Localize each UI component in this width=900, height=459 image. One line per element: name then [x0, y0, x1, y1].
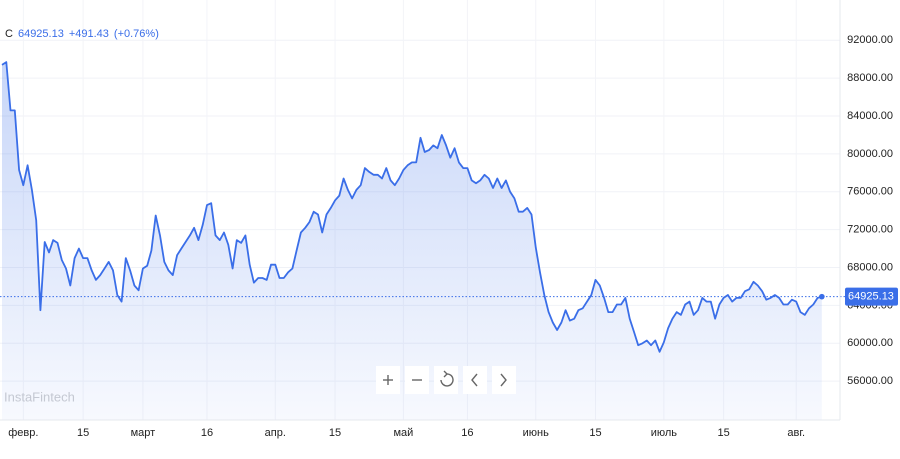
last-price-label: 64925.13 — [848, 291, 894, 303]
x-tick-label: 15 — [589, 427, 601, 439]
x-tick-label: 15 — [329, 427, 341, 439]
change-pct: (+0.76%) — [114, 28, 159, 40]
symbol: C — [5, 28, 13, 40]
y-tick-label: 80000.00 — [847, 148, 893, 160]
x-tick-label: май — [393, 427, 413, 439]
change: +491.43 — [69, 28, 109, 40]
y-tick-label: 60000.00 — [847, 337, 893, 349]
line — [1, 61, 823, 353]
last-point — [819, 293, 825, 300]
y-tick-label: 84000.00 — [847, 110, 893, 122]
x-tick-label: авг. — [787, 427, 805, 439]
x-tick-label: 15 — [77, 427, 89, 439]
x-tick-label: 15 — [718, 427, 730, 439]
reset-button[interactable] — [434, 366, 458, 394]
scroll-left-button[interactable] — [463, 366, 487, 394]
scroll-right-button[interactable] — [492, 366, 516, 394]
x-tick-label: июнь — [523, 427, 549, 439]
plot — [0, 61, 845, 420]
close: 64925.13 — [18, 28, 64, 40]
x-tick-label: 16 — [461, 427, 473, 439]
toolbar — [376, 366, 516, 394]
y-tick-label: 72000.00 — [847, 224, 893, 236]
header: C 64925.13 +491.43 (+0.76%) — [5, 28, 159, 40]
y-tick-label: 68000.00 — [847, 261, 893, 273]
last-price-box — [845, 287, 898, 306]
watermark: InstaFintech — [4, 389, 75, 404]
x-tick-label: март — [131, 427, 156, 439]
x-tick-label: апр. — [265, 427, 286, 439]
y-tick-label: 88000.00 — [847, 72, 893, 84]
x-tick-label: июль — [651, 427, 678, 439]
y-tick-label: 76000.00 — [847, 186, 893, 198]
x-tick-label: 16 — [201, 427, 213, 439]
y-tick-label: 92000.00 — [847, 34, 893, 46]
labels: 92000.00 88000.00 84000.00 80000.00 76000.00… — [8, 34, 898, 439]
zoom-out-button[interactable] — [405, 366, 429, 394]
x-tick-label: февр. — [8, 427, 38, 439]
zoom-in-button[interactable] — [376, 366, 400, 394]
area — [2, 62, 822, 420]
y-tick-label: 56000.00 — [847, 375, 893, 387]
